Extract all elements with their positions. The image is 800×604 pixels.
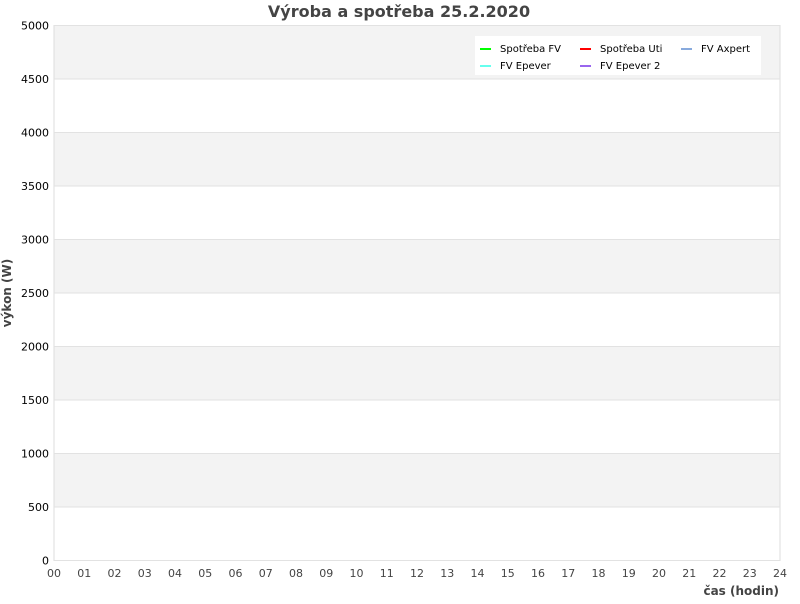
grid-band bbox=[54, 79, 780, 133]
x-tick-label: 09 bbox=[319, 567, 333, 580]
grid-band bbox=[54, 400, 780, 454]
y-tick-label: 4500 bbox=[21, 73, 49, 86]
legend-label: FV Epever bbox=[500, 61, 552, 72]
grid-band bbox=[54, 507, 780, 561]
x-tick-label: 06 bbox=[229, 567, 243, 580]
x-tick-label: 10 bbox=[350, 567, 364, 580]
x-tick-label: 05 bbox=[198, 567, 212, 580]
y-tick-label: 500 bbox=[28, 501, 49, 514]
legend-label: FV Epever 2 bbox=[600, 61, 660, 72]
grid-band bbox=[54, 132, 780, 186]
x-tick-label: 12 bbox=[410, 567, 424, 580]
legend-item[interactable]: FV Axpert bbox=[681, 44, 750, 55]
y-tick-label: 5000 bbox=[21, 20, 49, 33]
x-tick-label: 21 bbox=[682, 567, 696, 580]
legend-item[interactable]: Spotřeba Uti bbox=[580, 43, 662, 55]
x-tick-label: 07 bbox=[259, 567, 273, 580]
legend-label: Spotřeba Uti bbox=[600, 43, 662, 55]
y-tick-label: 1500 bbox=[21, 394, 49, 407]
chart-title: Výroba a spotřeba 25.2.2020 bbox=[268, 2, 530, 21]
x-tick-label: 20 bbox=[652, 567, 666, 580]
x-tick-label: 17 bbox=[561, 567, 575, 580]
grid-band bbox=[54, 346, 780, 400]
x-tick-label: 04 bbox=[168, 567, 182, 580]
y-tick-label: 2500 bbox=[21, 287, 49, 300]
x-tick-label: 11 bbox=[380, 567, 394, 580]
legend-item[interactable]: FV Epever bbox=[480, 61, 552, 72]
legend-item[interactable]: Spotřeba FV bbox=[480, 43, 561, 55]
y-tick-label: 2000 bbox=[21, 341, 49, 354]
grid-band bbox=[54, 186, 780, 240]
x-tick-label: 08 bbox=[289, 567, 303, 580]
y-tick-label: 1000 bbox=[21, 448, 49, 461]
x-tick-label: 19 bbox=[622, 567, 636, 580]
x-tick-label: 16 bbox=[531, 567, 545, 580]
x-tick-label: 24 bbox=[773, 567, 787, 580]
grid-band bbox=[54, 293, 780, 347]
x-tick-label: 00 bbox=[47, 567, 61, 580]
legend-item[interactable]: FV Epever 2 bbox=[580, 61, 660, 72]
legend: Spotřeba FV Spotřeba Uti FV Axpert FV Epeve… bbox=[475, 36, 761, 75]
x-tick-label: 18 bbox=[592, 567, 606, 580]
y-tick-label: 4000 bbox=[21, 127, 49, 140]
y-axis-label: výkon (W) bbox=[0, 259, 14, 327]
x-tick-label: 13 bbox=[440, 567, 454, 580]
x-tick-label: 14 bbox=[471, 567, 485, 580]
x-tick-label: 15 bbox=[501, 567, 515, 580]
x-tick-label: 22 bbox=[713, 567, 727, 580]
y-tick-label: 3500 bbox=[21, 180, 49, 193]
x-tick-label: 03 bbox=[138, 567, 152, 580]
x-axis-label: čas (hodin) bbox=[703, 584, 779, 598]
y-tick-label: 3000 bbox=[21, 234, 49, 247]
legend-label: Spotřeba FV bbox=[500, 43, 561, 55]
x-tick-label: 23 bbox=[743, 567, 757, 580]
legend-label: FV Axpert bbox=[701, 44, 750, 55]
x-tick-label: 02 bbox=[108, 567, 122, 580]
grid-band bbox=[54, 239, 780, 293]
x-tick-label: 01 bbox=[77, 567, 91, 580]
y-tick-label: 0 bbox=[42, 555, 49, 568]
grid-band bbox=[54, 453, 780, 507]
